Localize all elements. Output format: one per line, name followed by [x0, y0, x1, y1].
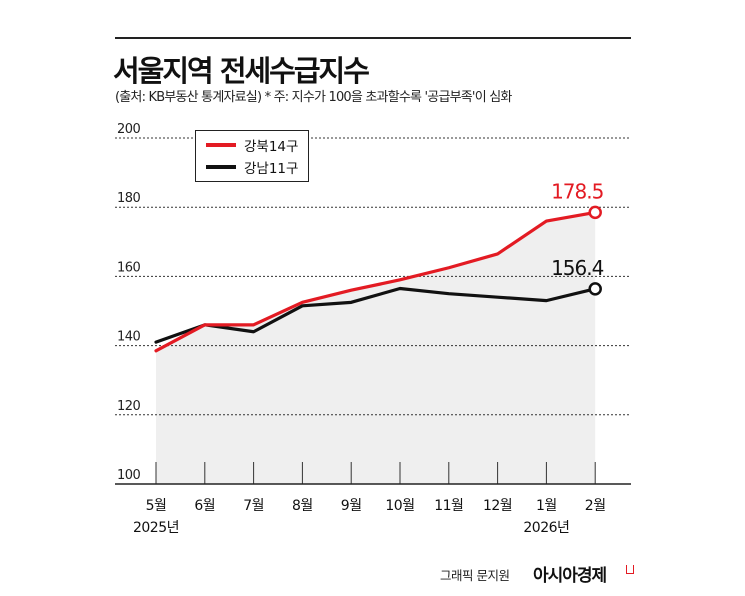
x-tick-label: 1월 [536, 498, 557, 514]
x-tick-label: 12월 [483, 498, 512, 514]
series-end-marker-0 [588, 205, 602, 220]
y-tick-label: 120 [117, 399, 141, 414]
y-tick-label: 200 [117, 122, 141, 137]
y-tick-label: 160 [117, 260, 141, 275]
y-tick-label: 100 [117, 468, 141, 483]
legend-label-gangnam: 강남11구 [244, 161, 299, 177]
x-tick-label: 8월 [292, 498, 313, 514]
legend-swatch-gangbuk [206, 143, 236, 147]
chart-title: 서울지역 전세수급지수 [113, 54, 370, 88]
legend-swatch-gangnam [206, 165, 236, 169]
x-tick-label: 10월 [385, 498, 414, 514]
brand-mark-icon [626, 565, 634, 574]
year-label: 2026년 [523, 520, 569, 536]
series-end-marker-1 [588, 282, 602, 296]
y-tick-label: 140 [117, 330, 141, 345]
year-label: 2025년 [133, 520, 179, 536]
x-tick-label: 6월 [194, 498, 215, 514]
series-end-label-1: 156.4 [551, 256, 604, 280]
title-rule [115, 37, 631, 39]
legend-label-gangbuk: 강북14구 [244, 139, 299, 155]
x-tick-label: 9월 [341, 498, 362, 514]
legend: 강북14구 강남11구 [195, 130, 309, 182]
chart-subtitle: (출처: KB부동산 통계자료실) * 주: 지수가 100을 초과할수록 '공… [115, 90, 512, 105]
x-tick-label: 5월 [146, 498, 167, 514]
brand-logo: 아시아경제 [533, 566, 607, 586]
series-end-label-0: 178.5 [551, 179, 603, 203]
x-tick-label: 2월 [585, 498, 606, 514]
series-line-1 [154, 286, 597, 344]
series-line-0 [154, 210, 597, 353]
area-fill [156, 212, 596, 484]
graphic-credit: 그래픽 문지원 [440, 568, 510, 583]
legend-item-gangbuk: 강북14구 [206, 135, 298, 155]
legend-item-gangnam: 강남11구 [206, 157, 298, 177]
x-tick-label: 11월 [434, 498, 463, 514]
y-tick-label: 180 [117, 191, 141, 206]
x-tick-label: 7월 [243, 498, 264, 514]
